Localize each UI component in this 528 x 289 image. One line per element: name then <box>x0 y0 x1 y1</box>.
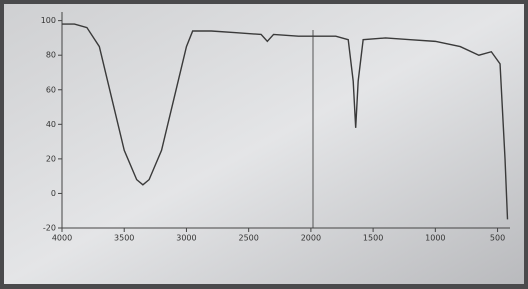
x-tick-label: 2500 <box>238 234 258 243</box>
x-tick-label: 500 <box>490 234 505 243</box>
x-tick-label: 3500 <box>114 234 134 243</box>
y-tick-label: -20 <box>43 224 56 233</box>
x-tick-label: 1500 <box>363 234 383 243</box>
paper <box>4 4 524 284</box>
y-tick-label: 60 <box>46 85 56 94</box>
x-tick-label: 2000 <box>301 234 321 243</box>
page: {"chart_data": {"type": "line", "x": [40… <box>0 0 528 289</box>
y-tick-label: 20 <box>46 154 56 163</box>
x-tick-label: 1000 <box>425 234 445 243</box>
y-tick-label: 40 <box>46 120 56 129</box>
chart: -20 0 20 40 60 80 100 4000 3500 3000 2500 2000 1500 1… <box>0 0 528 289</box>
y-tick-label: 0 <box>51 189 56 198</box>
x-tick-label: 3000 <box>176 234 196 243</box>
x-tick-label: 4000 <box>52 234 72 243</box>
y-tick-label: 100 <box>41 16 56 25</box>
y-tick-label: 80 <box>46 51 56 60</box>
